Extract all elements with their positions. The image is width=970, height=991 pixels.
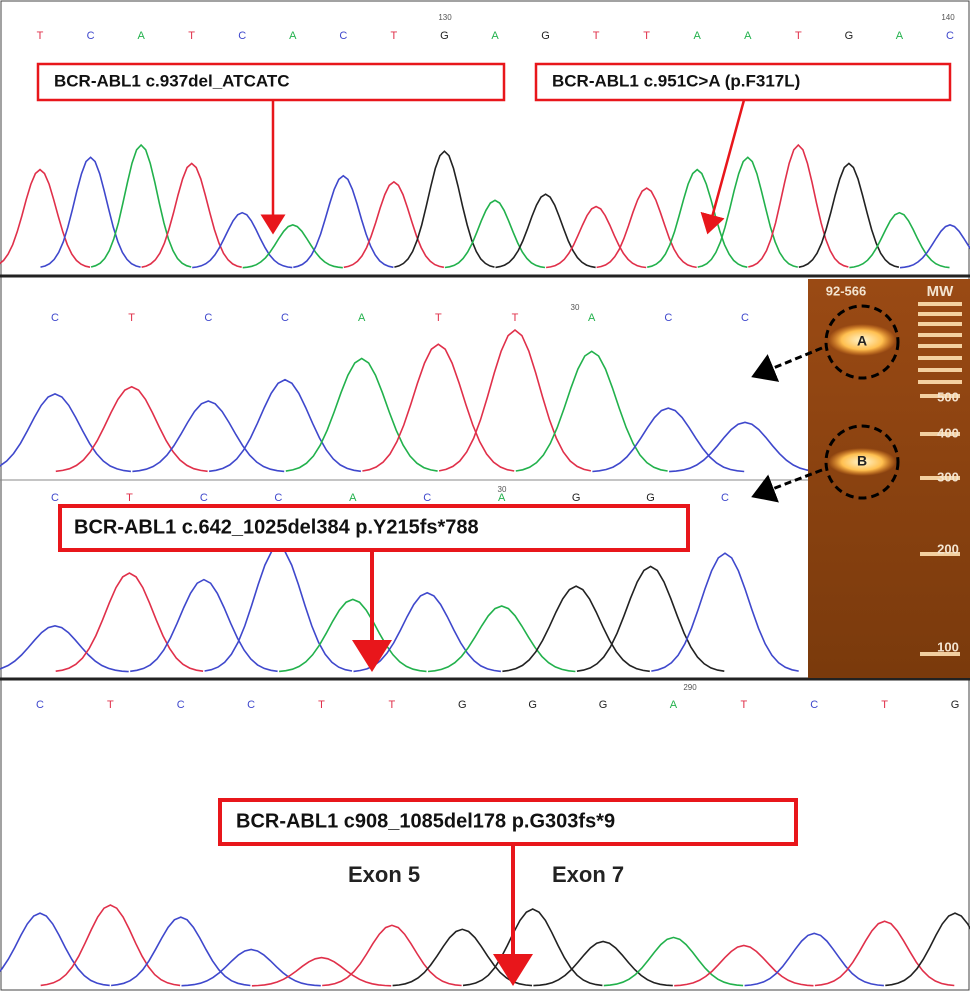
base-call: C: [238, 30, 246, 42]
base-call: T: [188, 30, 195, 42]
base-call: T: [391, 30, 398, 42]
base-call: G: [845, 30, 854, 42]
ladder-label: 200: [937, 541, 959, 556]
base-call: C: [423, 492, 431, 504]
base-call: A: [694, 30, 702, 42]
base-call: T: [740, 699, 747, 711]
base-call: T: [435, 312, 442, 324]
base-call: C: [810, 699, 818, 711]
base-call: C: [281, 312, 289, 324]
base-call: C: [200, 492, 208, 504]
position-label: 130: [438, 13, 452, 22]
position-label: 30: [498, 485, 507, 494]
exon-label: Exon 5: [348, 862, 420, 887]
base-call: C: [741, 312, 749, 324]
base-call: G: [440, 30, 449, 42]
exon-label: Exon 7: [552, 862, 624, 887]
annotation: BCR-ABL1 c.642_1025del384 p.Y215fs*788: [74, 516, 479, 538]
base-call: C: [36, 699, 44, 711]
base-call: T: [881, 699, 888, 711]
base-call: A: [289, 30, 297, 42]
figure: T C A T C A C T G A G T T A A T G A C 130 140 C T C C A T T A C C 30 C T C…: [0, 0, 970, 991]
position-label: 30: [571, 303, 580, 312]
base-call: T: [593, 30, 600, 42]
base-call: C: [721, 492, 729, 504]
annotation: BCR-ABL1 c908_1085del178 p.G303fs*9: [236, 810, 615, 832]
ladder-label: 100: [937, 639, 959, 654]
base-call: T: [126, 492, 133, 504]
base-call: C: [204, 312, 212, 324]
base-call: A: [670, 699, 678, 711]
base-call: C: [51, 492, 59, 504]
base-call: T: [643, 30, 650, 42]
annotation: BCR-ABL1 c.937del_ATCATC: [54, 71, 290, 90]
base-call: C: [274, 492, 282, 504]
base-call: G: [541, 30, 550, 42]
base-call: T: [318, 699, 325, 711]
base-call: C: [339, 30, 347, 42]
ladder-label: 400: [937, 425, 959, 440]
base-call: C: [946, 30, 954, 42]
base-call: T: [128, 312, 135, 324]
base-call: A: [358, 312, 366, 324]
base-call: A: [588, 312, 596, 324]
base-call: G: [528, 699, 537, 711]
base-call: A: [349, 492, 357, 504]
base-call: C: [87, 30, 95, 42]
position-label: 140: [941, 13, 955, 22]
base-call: G: [599, 699, 608, 711]
lane-label: MW: [927, 283, 954, 300]
base-call: A: [896, 30, 904, 42]
base-call: G: [458, 699, 467, 711]
lane-label: 92-566: [826, 283, 866, 298]
base-call: G: [951, 699, 960, 711]
base-call: A: [491, 30, 499, 42]
base-call: C: [51, 312, 59, 324]
base-call: T: [107, 699, 114, 711]
annotation: BCR-ABL1 c.951C>A (p.F317L): [552, 71, 800, 90]
base-call: G: [572, 492, 581, 504]
base-call: G: [646, 492, 655, 504]
band-label: A: [857, 333, 867, 349]
base-call: C: [177, 699, 185, 711]
base-call: T: [389, 699, 396, 711]
base-call: C: [247, 699, 255, 711]
base-call: A: [744, 30, 752, 42]
base-call: C: [664, 312, 672, 324]
base-call: A: [137, 30, 145, 42]
ladder-label: 300: [937, 469, 959, 484]
ladder-label: 500: [937, 389, 959, 404]
base-call: T: [37, 30, 44, 42]
base-call: T: [512, 312, 519, 324]
position-label: 290: [683, 683, 697, 692]
base-call: T: [795, 30, 802, 42]
band-label: B: [857, 453, 867, 469]
